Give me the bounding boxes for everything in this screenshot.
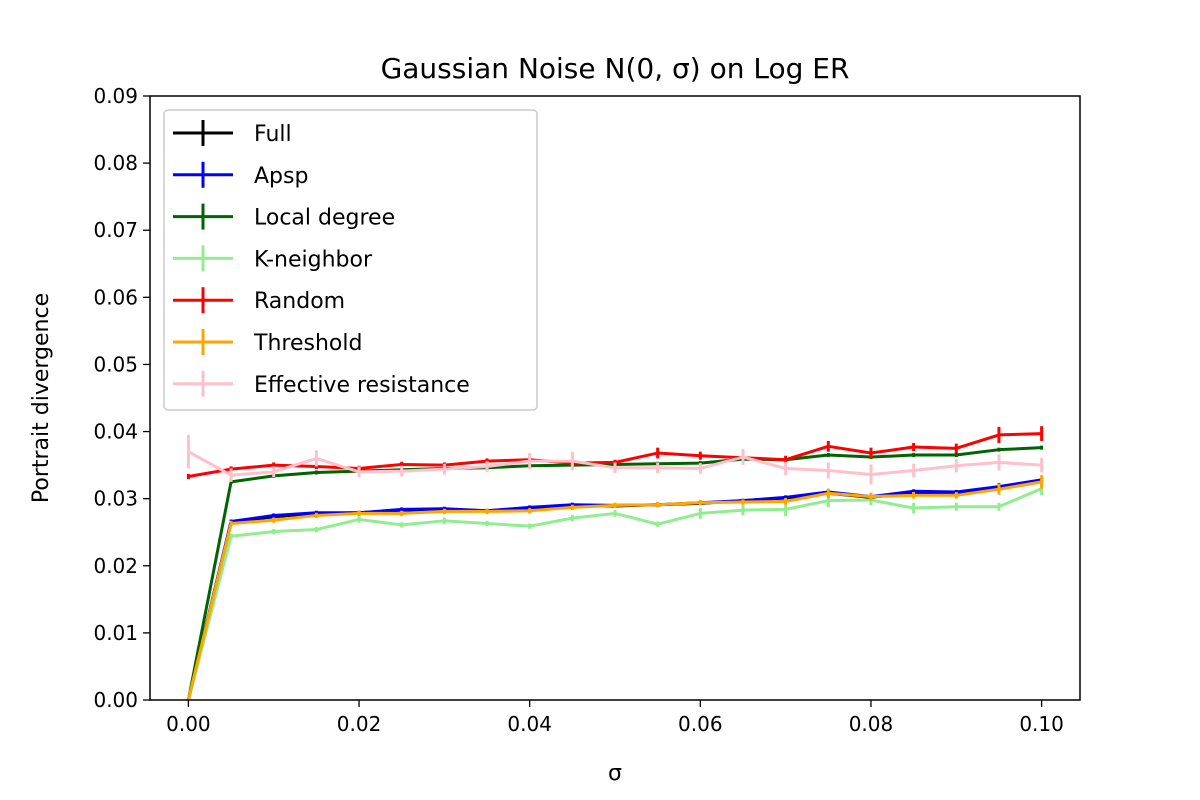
x-tick-label: 0.06 (678, 712, 723, 736)
legend-label: Threshold (253, 331, 362, 356)
y-tick-label: 0.07 (93, 218, 138, 242)
legend-box (163, 109, 538, 411)
x-tick-label: 0.10 (1019, 712, 1064, 736)
series-k-neighbor (186, 481, 1044, 701)
x-axis-label: σ (608, 761, 622, 786)
y-axis-label: Portrait divergence (29, 293, 54, 503)
legend-label: Apsp (254, 164, 308, 189)
plot-area (149, 95, 1081, 701)
legend-entry: Local degree (173, 203, 395, 231)
y-tick-label: 0.00 (93, 688, 138, 712)
legend-label: Random (254, 289, 345, 314)
series-layer (186, 426, 1044, 701)
x-axis: 0.00 0.02 0.04 0.06 0.08 0.10 (166, 700, 1064, 736)
y-axis: 0.00 0.01 0.02 0.03 0.04 0.05 0.06 0.07 0.08 0.09 (93, 84, 150, 712)
legend: Full Apsp Local degree K-neighbor Random Thre… (163, 109, 538, 411)
x-tick-label: 0.00 (166, 712, 211, 736)
x-tick-label: 0.08 (849, 712, 894, 736)
legend-label: Full (254, 122, 292, 147)
series-effective-resistance (186, 434, 1044, 485)
chart-title: Gaussian Noise N(0, σ) on Log ER (381, 52, 850, 85)
legend-items: Full Apsp Local degree K-neighbor Random Thre… (173, 120, 470, 398)
y-tick-label: 0.09 (93, 84, 138, 108)
y-tick-label: 0.02 (93, 554, 138, 578)
legend-entry: K-neighbor (173, 245, 373, 272)
y-tick-label: 0.06 (93, 285, 138, 309)
series-threshold (186, 475, 1044, 701)
y-tick-label: 0.03 (93, 487, 138, 511)
legend-entry: Apsp (173, 161, 308, 189)
legend-label: Effective resistance (254, 373, 470, 398)
y-tick-label: 0.04 (93, 420, 138, 444)
x-tick-label: 0.02 (337, 712, 382, 736)
x-tick-label: 0.04 (507, 712, 552, 736)
legend-entry: Effective resistance (173, 370, 470, 398)
legend-entry: Threshold (173, 329, 362, 356)
legend-entry: Random (173, 287, 345, 314)
y-tick-label: 0.08 (93, 151, 138, 175)
plot-frame (149, 95, 1081, 701)
legend-entry: Full (173, 120, 292, 147)
legend-label: Local degree (254, 206, 395, 231)
y-tick-label: 0.01 (93, 621, 138, 645)
y-tick-label: 0.05 (93, 352, 138, 376)
legend-label: K-neighbor (254, 247, 373, 272)
